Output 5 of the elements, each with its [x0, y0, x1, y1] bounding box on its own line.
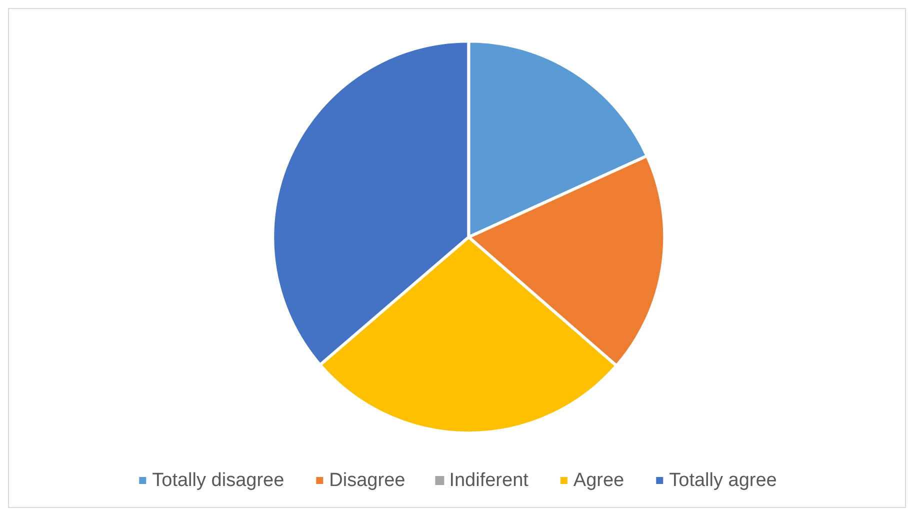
legend-label: Totally agree — [669, 470, 777, 491]
legend-label: Agree — [573, 470, 624, 491]
legend-label: Totally disagree — [152, 470, 284, 491]
legend-label: Disagree — [329, 470, 406, 491]
legend-label: Indiferent — [449, 470, 530, 491]
